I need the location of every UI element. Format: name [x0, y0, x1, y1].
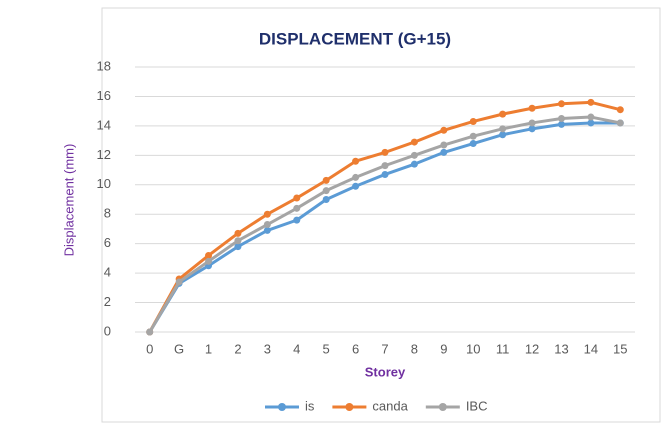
- point: [616, 106, 624, 114]
- point: [352, 157, 360, 165]
- point: [440, 141, 448, 149]
- point: [322, 176, 330, 184]
- point: [440, 148, 448, 156]
- y-tick-label: 16: [97, 88, 111, 103]
- x-axis-label: Storey: [365, 364, 406, 379]
- point: [381, 170, 389, 178]
- point: [234, 237, 242, 245]
- legend-label: is: [305, 398, 315, 413]
- y-tick-label: 14: [97, 117, 111, 132]
- y-tick-label: 6: [104, 235, 111, 250]
- point: [499, 131, 507, 139]
- x-tick-label: 7: [381, 341, 388, 356]
- x-tick-label: 8: [411, 341, 418, 356]
- point: [557, 120, 565, 128]
- x-tick-label: 14: [584, 341, 598, 356]
- point: [469, 117, 477, 125]
- point: [263, 221, 271, 229]
- legend-label: IBC: [466, 398, 488, 413]
- chart-title: DISPLACEMENT (G+15): [259, 29, 451, 48]
- point: [410, 138, 418, 146]
- x-tick-label: 15: [613, 341, 627, 356]
- x-tick-label: 4: [293, 341, 300, 356]
- point: [322, 187, 330, 195]
- x-tick-label: 10: [466, 341, 480, 356]
- point: [499, 110, 507, 118]
- y-tick-label: 8: [104, 206, 111, 221]
- point: [557, 100, 565, 108]
- legend-label: canda: [372, 398, 408, 413]
- point: [528, 104, 536, 112]
- point: [234, 243, 242, 251]
- point: [175, 278, 183, 286]
- point: [440, 126, 448, 134]
- y-tick-label: 12: [97, 147, 111, 162]
- y-tick-label: 18: [97, 58, 111, 73]
- x-tick-label: 9: [440, 341, 447, 356]
- point: [587, 119, 595, 127]
- x-tick-label: 11: [496, 341, 510, 356]
- y-tick-label: 0: [104, 323, 111, 338]
- point: [322, 196, 330, 203]
- point: [410, 151, 418, 159]
- legend-marker: [278, 403, 286, 411]
- point: [469, 140, 477, 148]
- point: [293, 194, 301, 202]
- y-axis-label: Displacement (mm): [61, 144, 76, 257]
- point: [587, 113, 595, 121]
- point: [616, 119, 624, 127]
- x-tick-label: 0: [146, 341, 153, 356]
- point: [410, 160, 418, 168]
- point: [293, 204, 301, 212]
- x-tick-label: 13: [554, 341, 568, 356]
- x-tick-label: 5: [323, 341, 330, 356]
- point: [528, 125, 536, 133]
- x-tick-label: 1: [205, 341, 212, 356]
- point: [352, 182, 360, 190]
- point: [293, 216, 301, 224]
- legend-marker: [345, 403, 354, 411]
- point: [263, 210, 271, 218]
- point: [205, 251, 213, 259]
- x-tick-label: 6: [352, 341, 359, 356]
- point: [381, 162, 389, 170]
- x-tick-label: G: [174, 341, 184, 356]
- point: [469, 132, 477, 140]
- point: [234, 229, 242, 237]
- y-tick-label: 10: [97, 176, 111, 191]
- point: [528, 119, 536, 127]
- point: [146, 328, 154, 336]
- x-tick-label: 2: [234, 341, 241, 356]
- point: [381, 148, 389, 156]
- y-tick-label: 2: [104, 294, 111, 309]
- point: [352, 173, 360, 181]
- point: [205, 257, 213, 265]
- chart-frame: [101, 7, 661, 423]
- legend-marker: [438, 403, 447, 411]
- point: [587, 98, 595, 106]
- x-tick-label: 3: [264, 341, 271, 356]
- x-tick-label: 12: [525, 341, 539, 356]
- y-tick-label: 4: [104, 265, 111, 280]
- point: [557, 115, 565, 123]
- series-line: [148, 100, 621, 333]
- point: [263, 226, 271, 234]
- point: [499, 125, 507, 133]
